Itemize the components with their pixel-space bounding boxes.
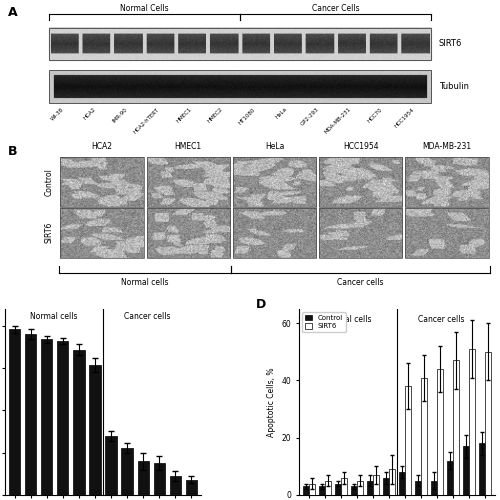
Bar (367, 480, 373, 495)
Bar (357, 480, 363, 495)
Bar (406, 208, 488, 258)
Text: HCA2: HCA2 (92, 142, 112, 150)
Text: HCA2: HCA2 (82, 106, 97, 121)
Text: HeLa: HeLa (274, 106, 288, 120)
Text: Cancer cells: Cancer cells (418, 314, 465, 324)
Text: HMEC1: HMEC1 (175, 106, 192, 124)
Text: Normal cells: Normal cells (30, 312, 78, 322)
Text: Cancer cells: Cancer cells (338, 278, 384, 287)
Text: Cancer Cells: Cancer Cells (312, 4, 360, 13)
Bar (389, 469, 395, 495)
Text: SIRT6: SIRT6 (438, 40, 462, 48)
Bar (25, 334, 36, 495)
Text: Normal cells: Normal cells (324, 314, 372, 324)
Bar (186, 480, 197, 495)
Text: B: B (8, 144, 17, 158)
Text: GP2-293: GP2-293 (300, 106, 320, 127)
Text: HMEC1: HMEC1 (174, 142, 202, 150)
Bar (421, 378, 427, 495)
Text: HT1080: HT1080 (238, 106, 256, 126)
Bar (486, 352, 492, 495)
Bar (350, 486, 357, 495)
Text: HMEC2: HMEC2 (207, 106, 224, 124)
Bar (373, 475, 379, 495)
Bar (431, 480, 437, 495)
Bar (319, 158, 402, 207)
Text: MDA-MB-231: MDA-MB-231 (324, 106, 351, 135)
Bar (49, 70, 432, 103)
Text: A: A (8, 6, 17, 20)
Bar (480, 444, 486, 495)
Bar (106, 436, 117, 495)
Bar (341, 478, 347, 495)
Text: Tubulin: Tubulin (438, 82, 468, 91)
Bar (319, 208, 402, 258)
Bar (470, 349, 476, 495)
Bar (233, 208, 316, 258)
Bar (90, 364, 101, 495)
Text: D: D (256, 298, 266, 311)
Text: Normal cells: Normal cells (122, 278, 169, 287)
Bar (122, 448, 132, 495)
Bar (463, 446, 469, 495)
Text: Control: Control (45, 168, 54, 196)
Bar (233, 158, 316, 207)
Text: HCC1954: HCC1954 (343, 142, 378, 150)
Bar (447, 460, 453, 495)
Bar (138, 461, 149, 495)
Bar (57, 341, 68, 495)
Bar (318, 486, 324, 495)
Bar (60, 158, 144, 207)
Text: IMR-90: IMR-90 (112, 106, 128, 124)
Bar (154, 463, 165, 495)
Bar (308, 484, 314, 495)
Text: Normal Cells: Normal Cells (120, 4, 169, 13)
Bar (9, 329, 20, 495)
Text: HCA2-hTERT: HCA2-hTERT (133, 106, 160, 134)
Bar (49, 28, 432, 60)
Bar (74, 350, 85, 495)
Bar (41, 340, 52, 495)
Bar (146, 208, 230, 258)
Text: MDA-MB-231: MDA-MB-231 (422, 142, 472, 150)
Legend: Control, SIRT6: Control, SIRT6 (302, 312, 346, 332)
Text: HCC1954: HCC1954 (394, 106, 415, 128)
Bar (324, 480, 331, 495)
Bar (146, 158, 230, 207)
Bar (399, 472, 405, 495)
Bar (437, 369, 444, 495)
Text: HeLa: HeLa (265, 142, 284, 150)
Bar (60, 208, 144, 258)
Text: WI-38: WI-38 (50, 106, 65, 122)
Bar (49, 28, 432, 60)
Bar (334, 484, 341, 495)
Bar (170, 476, 181, 495)
Text: Cancer cells: Cancer cells (124, 312, 170, 322)
Y-axis label: Apoptotic Cells, %: Apoptotic Cells, % (267, 367, 276, 436)
Bar (406, 158, 488, 207)
Bar (415, 480, 421, 495)
Bar (453, 360, 460, 495)
Bar (405, 386, 411, 495)
Text: HCC70: HCC70 (367, 106, 384, 124)
Bar (302, 486, 308, 495)
Bar (383, 478, 389, 495)
Text: SIRT6: SIRT6 (45, 222, 54, 244)
